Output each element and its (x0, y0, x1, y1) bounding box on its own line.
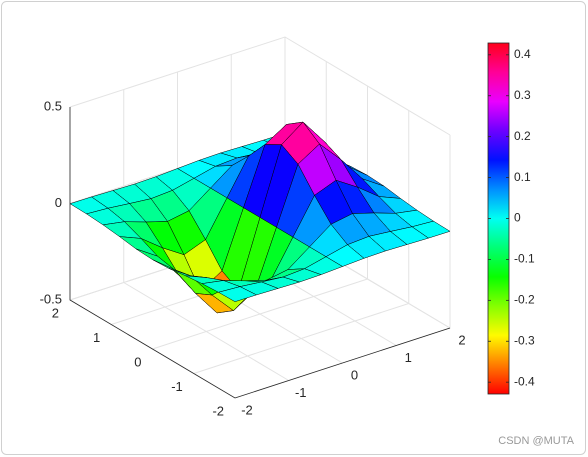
colorbar-tick-label: -0.3 (514, 333, 535, 347)
z-tick-label: -0.5 (40, 291, 62, 306)
grid-line (69, 36, 451, 136)
z-tick-label: 0 (55, 195, 62, 210)
x-tick-label: 1 (405, 350, 412, 365)
y-tick-label: 1 (93, 330, 100, 345)
z-tick-label: 0.5 (44, 98, 62, 113)
colorbar-tick-label: 0 (514, 211, 521, 225)
colorbar (487, 42, 510, 395)
y-tick-label: -1 (171, 379, 183, 394)
watermark: CSDN @MUTA (498, 435, 574, 447)
x-tick-label: -1 (295, 385, 307, 400)
y-tick-label: 2 (52, 305, 59, 320)
y-tick-label: -2 (212, 403, 224, 418)
colorbar-tick-label: -0.4 (514, 374, 535, 388)
x-tick-label: 0 (351, 367, 358, 382)
y-tick-label: 0 (134, 354, 141, 369)
x-tick-label: -2 (241, 402, 253, 417)
x-tick-label: 2 (458, 332, 465, 347)
colorbar-tick-label: 0.3 (514, 88, 531, 102)
colorbar-tick-label: 0.1 (514, 170, 531, 184)
surface-face (218, 286, 257, 302)
surface (69, 121, 451, 314)
colorbar-tick-label: -0.1 (514, 252, 535, 266)
colorbar-tick-label: -0.2 (514, 293, 535, 307)
colorbar-tick-label: 0.4 (514, 47, 531, 61)
colorbar-tick-label: 0.2 (514, 129, 531, 143)
